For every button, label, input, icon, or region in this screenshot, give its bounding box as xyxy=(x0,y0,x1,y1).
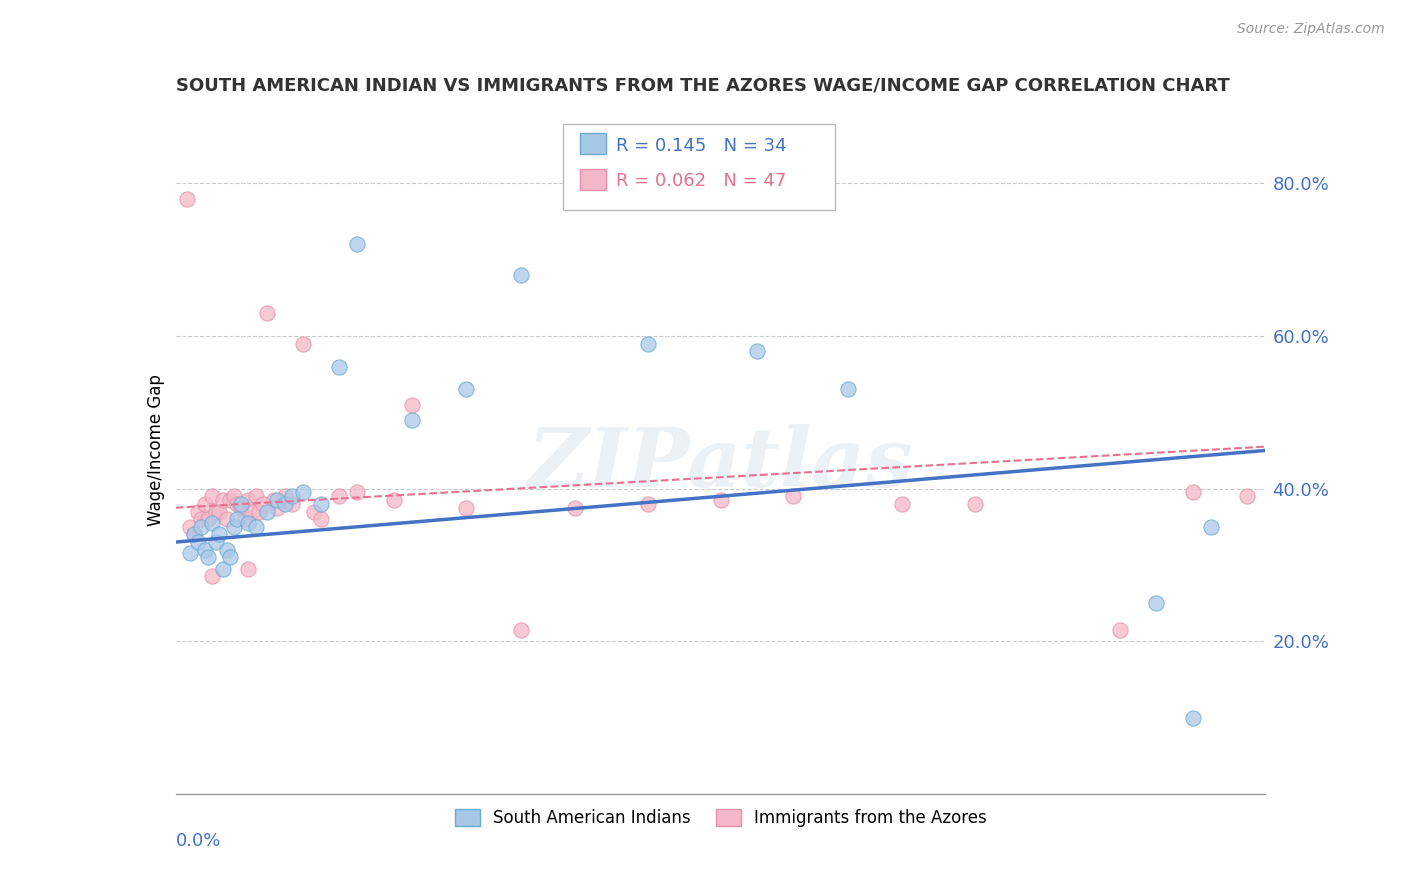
Point xyxy=(215,542,238,557)
Point xyxy=(245,489,267,503)
Point xyxy=(346,237,368,252)
Point xyxy=(194,497,217,511)
Point xyxy=(212,562,235,576)
Point xyxy=(274,489,297,503)
Point xyxy=(328,489,350,503)
FancyBboxPatch shape xyxy=(581,169,606,190)
Point xyxy=(231,500,253,515)
Point xyxy=(302,504,325,518)
Point xyxy=(266,493,288,508)
Point xyxy=(215,512,238,526)
Point xyxy=(240,504,263,518)
Point xyxy=(281,489,304,503)
Point xyxy=(186,535,209,549)
Point xyxy=(208,527,231,541)
Point xyxy=(238,562,260,576)
Point xyxy=(208,504,231,518)
Point xyxy=(891,497,914,511)
Point xyxy=(1181,710,1204,724)
Point xyxy=(346,485,368,500)
Point xyxy=(456,383,478,397)
Y-axis label: Wage/Income Gap: Wage/Income Gap xyxy=(146,375,165,526)
Text: ZIPatlas: ZIPatlas xyxy=(527,425,914,504)
Point xyxy=(291,336,314,351)
Point xyxy=(190,512,212,526)
Point xyxy=(233,512,256,526)
Text: 0.0%: 0.0% xyxy=(176,831,221,850)
Point xyxy=(179,520,201,534)
Point xyxy=(509,268,531,282)
Text: R = 0.145   N = 34: R = 0.145 N = 34 xyxy=(616,137,786,155)
Point xyxy=(179,546,201,561)
Text: R = 0.062   N = 47: R = 0.062 N = 47 xyxy=(616,172,786,190)
Point xyxy=(256,306,278,320)
FancyBboxPatch shape xyxy=(581,134,606,154)
Point xyxy=(309,512,332,526)
Point xyxy=(637,497,659,511)
Point xyxy=(266,500,288,515)
Point xyxy=(201,489,224,503)
Point xyxy=(201,569,224,583)
Point xyxy=(194,542,217,557)
Point xyxy=(238,493,260,508)
Point xyxy=(456,500,478,515)
Point xyxy=(190,520,212,534)
Point xyxy=(231,497,253,511)
Point xyxy=(509,623,531,637)
Point xyxy=(219,493,242,508)
Point xyxy=(837,383,859,397)
Point xyxy=(782,489,804,503)
Legend: South American Indians, Immigrants from the Azores: South American Indians, Immigrants from … xyxy=(449,802,993,834)
Point xyxy=(1146,596,1168,610)
Point xyxy=(183,527,205,541)
Point xyxy=(204,535,226,549)
Point xyxy=(201,516,224,530)
Point xyxy=(245,520,267,534)
Point xyxy=(212,493,235,508)
Point xyxy=(197,550,219,565)
Point xyxy=(1199,520,1222,534)
Point xyxy=(252,497,274,511)
Point xyxy=(176,192,198,206)
Point xyxy=(204,504,226,518)
Point xyxy=(1236,489,1258,503)
Point xyxy=(222,520,245,534)
Point xyxy=(401,413,423,427)
Point xyxy=(238,516,260,530)
Point xyxy=(183,527,205,541)
Point xyxy=(1109,623,1132,637)
FancyBboxPatch shape xyxy=(562,124,835,211)
Point xyxy=(328,359,350,374)
Point xyxy=(247,504,270,518)
Point xyxy=(309,497,332,511)
Point xyxy=(564,500,586,515)
Point xyxy=(281,497,304,511)
Point xyxy=(382,493,405,508)
Point xyxy=(226,497,249,511)
Point xyxy=(963,497,986,511)
Point xyxy=(745,344,768,359)
Point xyxy=(222,489,245,503)
Text: Source: ZipAtlas.com: Source: ZipAtlas.com xyxy=(1237,22,1385,37)
Text: SOUTH AMERICAN INDIAN VS IMMIGRANTS FROM THE AZORES WAGE/INCOME GAP CORRELATION : SOUTH AMERICAN INDIAN VS IMMIGRANTS FROM… xyxy=(176,77,1229,95)
Point xyxy=(274,497,297,511)
Point xyxy=(637,336,659,351)
Point xyxy=(186,504,209,518)
Point xyxy=(226,512,249,526)
Point xyxy=(219,550,242,565)
Point xyxy=(256,504,278,518)
Point xyxy=(1181,485,1204,500)
Point xyxy=(291,485,314,500)
Point xyxy=(263,493,285,508)
Point xyxy=(710,493,733,508)
Point xyxy=(401,398,423,412)
Point xyxy=(197,512,219,526)
